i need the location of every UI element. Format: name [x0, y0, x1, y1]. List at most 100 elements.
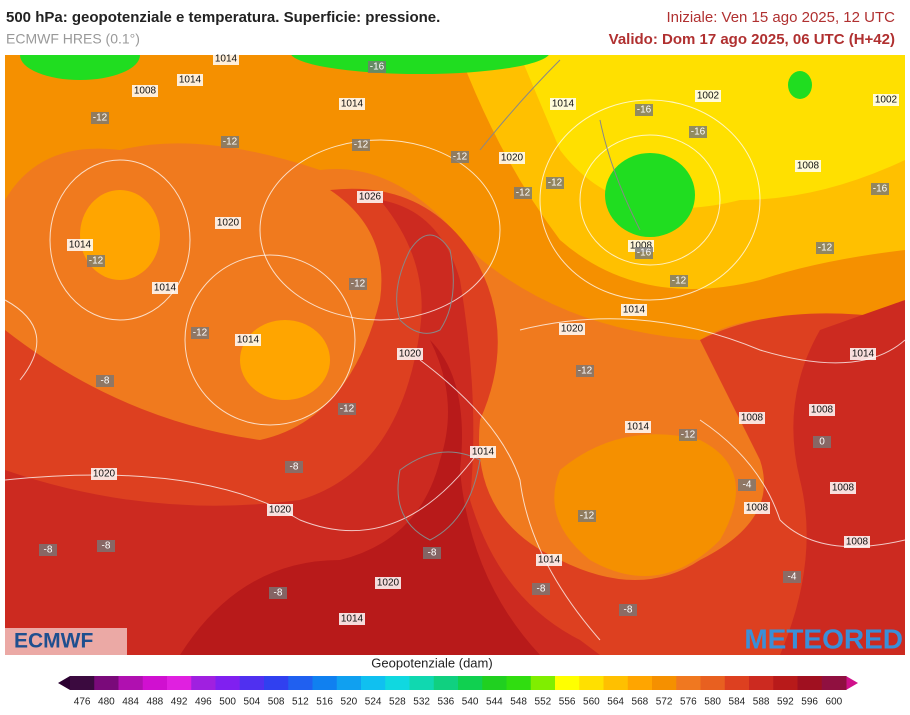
isobar-label-bg: [850, 348, 876, 360]
isobar-label: 1014: [237, 335, 260, 346]
isobar-label: 1008: [741, 413, 764, 424]
colorbar-swatch: [312, 676, 338, 690]
temp-label: -16: [637, 105, 652, 116]
colorbar-swatch: [191, 676, 216, 690]
colorbar-swatch: [749, 676, 774, 690]
colorbar-tick: 504: [244, 697, 261, 708]
field-green: [788, 71, 812, 99]
colorbar-tick: 488: [147, 697, 164, 708]
isobar-label-bg: [621, 304, 647, 316]
temp-label: -12: [340, 404, 355, 415]
colorbar-tick: 588: [753, 697, 770, 708]
temp-label: -12: [516, 188, 531, 199]
temp-label: -16: [873, 184, 888, 195]
isobar-label: 1014: [179, 75, 202, 86]
colorbar-tick: 508: [268, 697, 285, 708]
colorbar-tick: 512: [292, 697, 309, 708]
temp-label: -12: [672, 276, 687, 287]
temp-label-bg: [221, 136, 239, 148]
colorbar-tick: 580: [704, 697, 721, 708]
temp-label: -12: [351, 279, 366, 290]
temp-label-bg: [670, 275, 688, 287]
colorbar-swatch: [458, 676, 483, 690]
temp-label: -8: [101, 376, 110, 387]
temp-label: -12: [193, 328, 208, 339]
isobar-label: 1014: [154, 283, 177, 294]
field-green: [605, 153, 695, 237]
colorbar-tick: 532: [413, 697, 430, 708]
temp-label: -12: [818, 243, 833, 254]
temp-label: -12: [548, 178, 563, 189]
field-orange-spot: [240, 320, 330, 400]
isobar-label: 1014: [552, 99, 575, 110]
temp-label: -8: [624, 605, 633, 616]
isobar-label: 1002: [697, 91, 720, 102]
isobar-label-bg: [739, 412, 765, 424]
colorbar-tick: 548: [510, 697, 527, 708]
colorbar-tick: 500: [219, 697, 236, 708]
colorbar-swatch: [118, 676, 144, 690]
temp-label-bg: [871, 183, 889, 195]
isobar-label-bg: [375, 577, 401, 589]
model: ECMWF HRES (0.1°): [6, 31, 140, 47]
colorbar-swatch: [361, 676, 386, 690]
temp-label: -8: [290, 462, 299, 473]
colorbar-tick: 536: [438, 697, 455, 708]
isobar-label: 1020: [269, 505, 292, 516]
temp-label: -16: [637, 248, 652, 259]
temp-label-bg: [783, 571, 801, 583]
colorbar-end: [846, 676, 858, 690]
colorbar-tick: 492: [171, 697, 188, 708]
isobar-label-bg: [536, 554, 562, 566]
colorbar-swatch: [409, 676, 435, 690]
field-green: [291, 55, 549, 74]
isobar-label-bg: [625, 421, 651, 433]
isobar-label-bg: [91, 468, 117, 480]
isobar-label: 1008: [811, 405, 834, 416]
isobar-label-bg: [267, 504, 293, 516]
temp-label: -16: [370, 62, 385, 73]
isobar-label: 1026: [359, 192, 382, 203]
colorbar-swatch: [288, 676, 313, 690]
temp-label-bg: [39, 544, 57, 556]
isobar-label: 1008: [832, 483, 855, 494]
colorbar-tick: 560: [583, 697, 600, 708]
colorbar-swatch: [167, 676, 192, 690]
temp-label-bg: [352, 139, 370, 151]
valid-time: Valido: Dom 17 ago 2025, 06 UTC (H+42): [609, 31, 895, 48]
isobar-label-bg: [339, 613, 365, 625]
temp-label-bg: [546, 177, 564, 189]
isobar-label: 1014: [538, 555, 561, 566]
colorbar-swatch: [239, 676, 265, 690]
temp-label: -12: [93, 113, 108, 124]
temp-label: -12: [453, 152, 468, 163]
colorbar-swatch: [482, 676, 507, 690]
colorbar-swatch: [264, 676, 289, 690]
colorbar-swatch: [215, 676, 241, 690]
temp-label: 0: [819, 437, 825, 448]
colorbar-swatch: [555, 676, 580, 690]
isobar-label: 1014: [472, 447, 495, 458]
temp-label: -12: [354, 140, 369, 151]
ecmwf-logo-bg: [5, 628, 127, 655]
temp-label-bg: [813, 436, 831, 448]
meteored-logo: METEORED: [744, 623, 903, 654]
colorbar-swatch: [603, 676, 629, 690]
colorbar-tick: 596: [801, 697, 818, 708]
map: [5, 55, 905, 655]
colorbar-swatch: [142, 676, 168, 690]
colorbar-swatch: [724, 676, 750, 690]
colorbar-tick: 476: [74, 697, 91, 708]
isobar-label-bg: [744, 502, 770, 514]
temp-label: -12: [681, 430, 696, 441]
isobar-label: 1008: [846, 537, 869, 548]
colorbar-tick: 572: [656, 697, 673, 708]
isobar-label-bg: [873, 94, 899, 106]
temp-label-bg: [679, 429, 697, 441]
colorbar-swatch: [797, 676, 823, 690]
isobar-label: 1014: [69, 240, 92, 251]
temp-label-bg: [635, 247, 653, 259]
isobar-label: 1020: [93, 469, 116, 480]
colorbar-tick: 576: [680, 697, 697, 708]
